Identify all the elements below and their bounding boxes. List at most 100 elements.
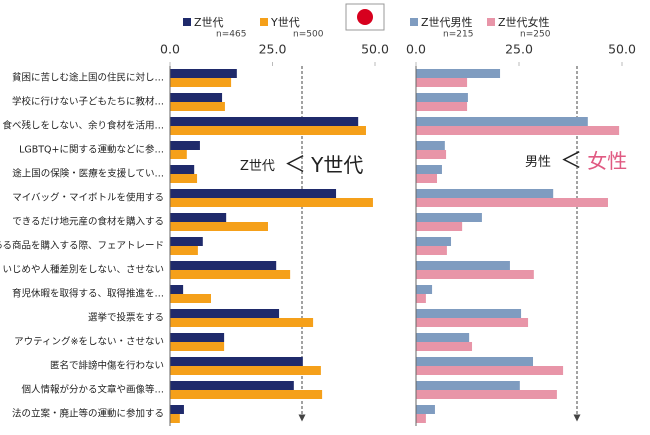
- bar: [416, 381, 520, 390]
- bar: [416, 342, 473, 351]
- bar: [170, 390, 323, 399]
- category-label: いじめや人種差別をしない、させない: [2, 264, 164, 276]
- bar: [170, 366, 321, 375]
- x-tick-label: 0.0: [406, 42, 426, 57]
- bar: [416, 261, 510, 270]
- bar: [416, 174, 438, 183]
- bar: [170, 150, 187, 159]
- bar: [170, 414, 180, 423]
- bar: [170, 198, 373, 207]
- bar: [170, 318, 314, 327]
- category-label: LGBTQ+に関する運動などに参…: [19, 144, 164, 156]
- category-label: 途上国の保険・医療を支援してい…: [12, 168, 164, 180]
- bar: [170, 285, 184, 294]
- legend-swatch: [487, 18, 495, 26]
- bar: [170, 93, 223, 102]
- category-label: ある商品を購入する際、フェアトレード: [0, 240, 164, 252]
- bar: [170, 213, 227, 222]
- bar: [416, 414, 426, 423]
- x-tick-label: 50.0: [608, 42, 636, 57]
- bar: [416, 150, 447, 159]
- bar: [170, 141, 200, 150]
- x-tick-label: 25.0: [259, 42, 287, 57]
- bar: [416, 222, 463, 231]
- legend-swatch: [183, 18, 191, 26]
- bar: [416, 117, 588, 126]
- category-label: 育児休暇を取得する、取得推進を…: [12, 288, 164, 300]
- annotation: 男性 ＜ 女性: [525, 149, 627, 175]
- x-tick-label: 50.0: [361, 42, 389, 57]
- annotation-part: Y世代: [310, 153, 363, 177]
- bar: [170, 381, 294, 390]
- bar: [416, 318, 529, 327]
- bar: [170, 69, 237, 78]
- bar: [170, 78, 232, 87]
- legend-swatch: [410, 18, 418, 26]
- bar: [416, 405, 435, 414]
- bar: [416, 285, 433, 294]
- legend-label: Z世代女性: [498, 15, 550, 29]
- bar: [170, 126, 366, 135]
- bar: [416, 309, 522, 318]
- bar: [170, 405, 184, 414]
- bar: [170, 117, 359, 126]
- bar: [170, 294, 211, 303]
- annotation: Z世代 ＜ Y世代: [240, 153, 363, 179]
- annotation-part: Z世代: [240, 159, 275, 174]
- bar: [416, 78, 468, 87]
- legend-n: n=500: [293, 30, 324, 40]
- bar: [170, 342, 225, 351]
- category-label: アウティング※をしない・させない: [14, 336, 164, 348]
- category-label: 学校に行けない子どもたちに教材…: [12, 96, 164, 108]
- annotation-part: ＜: [284, 153, 306, 178]
- x-tick-label: 25.0: [505, 42, 533, 57]
- bar: [170, 222, 268, 231]
- annotation-part: 男性: [525, 155, 551, 170]
- flag: [345, 3, 385, 31]
- legend-n: n=250: [520, 30, 551, 40]
- category-label: 匿名で誹謗中傷を行わない: [50, 360, 164, 372]
- bar: [416, 69, 501, 78]
- bar: [170, 102, 225, 111]
- bar: [416, 189, 554, 198]
- bar: [170, 189, 337, 198]
- bar: [170, 357, 303, 366]
- bar: [170, 165, 195, 174]
- legend-label: Y世代: [270, 16, 300, 29]
- bar: [416, 93, 468, 102]
- annotation-part: ＜: [560, 149, 582, 174]
- annotation-part: 女性: [587, 149, 627, 173]
- category-label: 貧困に苦しむ途上国の住民に対し…: [12, 72, 164, 84]
- bar: [170, 246, 198, 255]
- legend-swatch: [260, 18, 268, 26]
- bar: [170, 270, 291, 279]
- category-label: 選挙で投票をする: [88, 312, 164, 324]
- bar: [416, 198, 608, 207]
- legend-label: Z世代男性: [421, 15, 473, 29]
- bar: [416, 294, 426, 303]
- bar: [170, 174, 198, 183]
- bar: [170, 237, 203, 246]
- bar: [416, 102, 468, 111]
- legend-label: Z世代: [194, 16, 224, 29]
- category-label: できるだけ地元産の食材を購入する: [12, 216, 164, 228]
- bar: [416, 357, 534, 366]
- bar: [416, 390, 557, 399]
- bar: [416, 165, 442, 174]
- legend-n: n=215: [443, 30, 473, 40]
- bar: [416, 333, 470, 342]
- bar: [416, 237, 452, 246]
- category-label: 個人情報が分かる文章や画像等…: [21, 384, 164, 396]
- bar: [170, 261, 277, 270]
- legend-n: n=465: [216, 30, 246, 40]
- bar: [170, 309, 280, 318]
- bar: [416, 141, 445, 150]
- bar: [416, 366, 564, 375]
- bar: [416, 246, 447, 255]
- category-label: 法の立案・廃止等の運動に参加する: [12, 408, 164, 420]
- bar: [416, 126, 620, 135]
- x-tick-label: 0.0: [160, 42, 180, 57]
- bar: [170, 333, 225, 342]
- bar: [416, 270, 534, 279]
